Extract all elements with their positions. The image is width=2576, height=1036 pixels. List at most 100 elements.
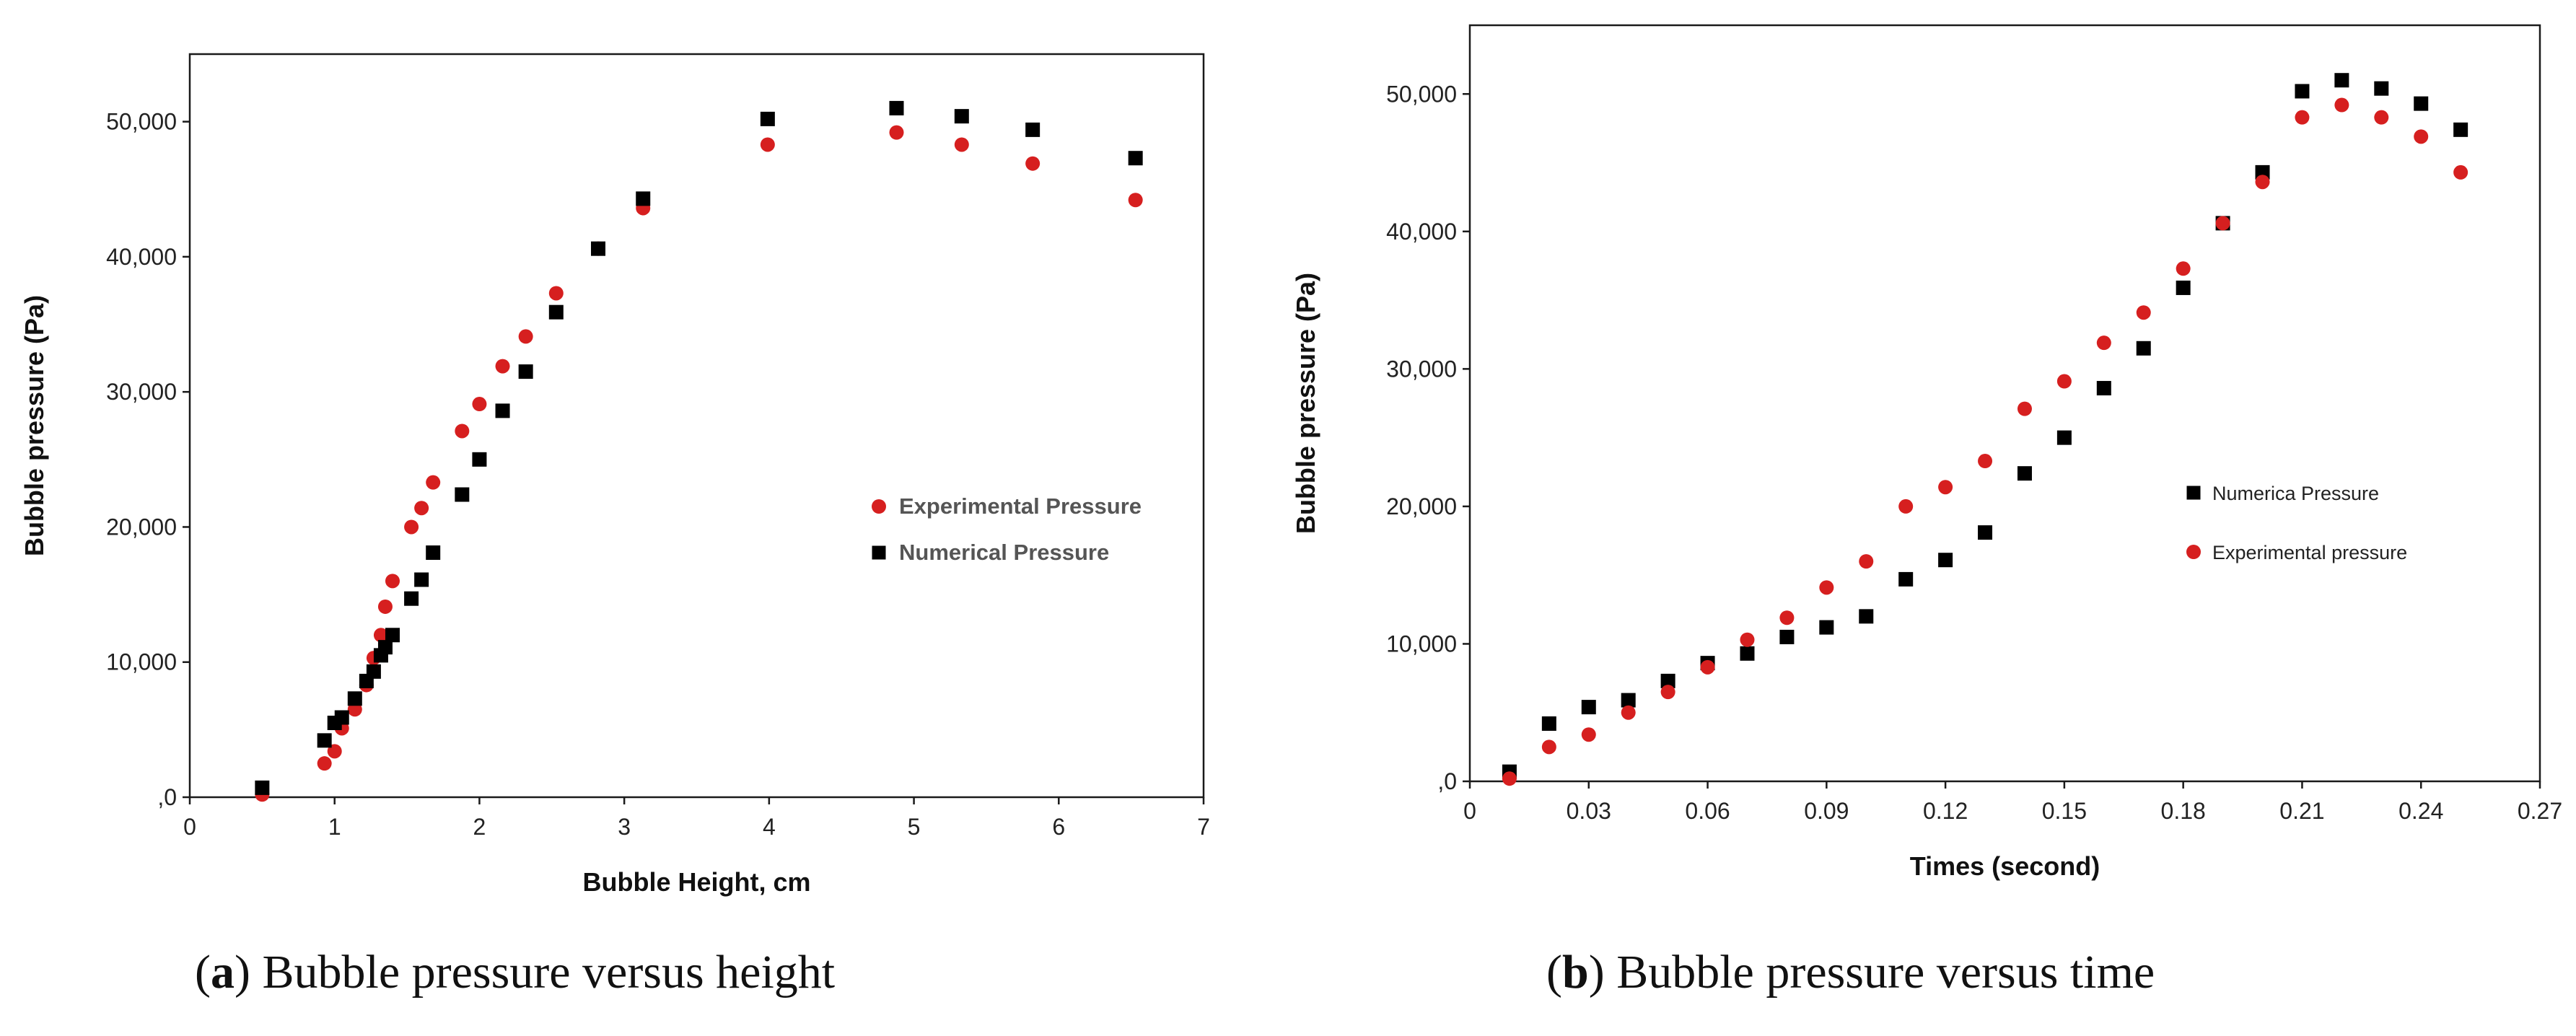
data-point-square bbox=[385, 628, 400, 643]
legend-label: Numerical Pressure bbox=[899, 540, 1109, 565]
data-point-circle bbox=[1541, 739, 1556, 755]
data-point-circle bbox=[760, 137, 775, 152]
legend-entry: Experimental Pressure bbox=[872, 493, 1142, 519]
data-point-circle bbox=[1819, 580, 1834, 595]
data-point-circle bbox=[518, 329, 533, 344]
data-point-circle bbox=[1502, 771, 1517, 786]
data-point-square bbox=[426, 545, 441, 561]
data-point-circle bbox=[317, 756, 332, 771]
data-point-circle bbox=[472, 397, 487, 412]
data-point-circle bbox=[2453, 164, 2468, 180]
x-tick-label: 2 bbox=[473, 814, 486, 840]
data-point-circle bbox=[426, 475, 441, 490]
data-point-square bbox=[2017, 466, 2032, 481]
data-point-square bbox=[889, 100, 904, 115]
x-tick-label: 0.09 bbox=[1804, 798, 1849, 824]
x-tick-label: 0.27 bbox=[2518, 798, 2562, 824]
data-point-circle bbox=[414, 501, 429, 516]
data-point-square bbox=[317, 733, 332, 748]
data-point-circle bbox=[954, 137, 969, 152]
y-tick-label: ,0 bbox=[1437, 768, 1457, 794]
x-tick-label: 7 bbox=[1197, 814, 1210, 840]
y-tick-label: 40,000 bbox=[1386, 219, 1457, 245]
data-point-circle bbox=[1978, 454, 1993, 469]
data-point-square bbox=[472, 452, 487, 467]
y-tick-label: 40,000 bbox=[106, 244, 177, 270]
data-point-circle bbox=[1779, 610, 1795, 625]
x-tick-label: 0.03 bbox=[1567, 798, 1611, 824]
x-tick-label: 0.15 bbox=[2042, 798, 2087, 824]
data-point-circle bbox=[404, 519, 419, 535]
caption-a: (a) Bubble pressure versus height bbox=[195, 946, 836, 998]
data-point-square bbox=[1541, 716, 1556, 731]
data-point-circle bbox=[2056, 374, 2072, 389]
x-tick-label: 0 bbox=[1463, 798, 1476, 824]
data-point-circle bbox=[1859, 554, 1874, 569]
data-point-square bbox=[954, 109, 969, 124]
y-tick-label: 10,000 bbox=[106, 649, 177, 675]
y-tick-label: 30,000 bbox=[106, 379, 177, 405]
data-point-square bbox=[377, 640, 393, 655]
data-point-square bbox=[1581, 700, 1596, 715]
data-point-square bbox=[2096, 381, 2111, 396]
x-tick-label: 0 bbox=[183, 814, 196, 840]
x-tick-label: 0.18 bbox=[2161, 798, 2206, 824]
y-tick-label: 20,000 bbox=[106, 514, 177, 540]
data-point-circle bbox=[2414, 129, 2429, 144]
plot-frame bbox=[1468, 24, 2541, 783]
data-point-circle bbox=[1128, 193, 1143, 208]
data-point-square bbox=[2136, 341, 2151, 356]
data-point-square bbox=[2414, 96, 2429, 111]
data-point-square bbox=[495, 403, 510, 418]
chart-b: ,0 10,000 20,000 30,000 40,000 50,000 0 0.03 0.0… bbox=[1291, 24, 2562, 881]
legend-label: Experimental Pressure bbox=[899, 493, 1142, 519]
data-point-square bbox=[1938, 553, 1953, 568]
data-point-square bbox=[404, 591, 419, 606]
data-point-square bbox=[455, 487, 470, 502]
data-point-square bbox=[347, 691, 362, 706]
caption-b: (b) Bubble pressure versus time bbox=[1546, 946, 2155, 998]
x-tick-label: 6 bbox=[1052, 814, 1065, 840]
y-axis-title: Bubble pressure (Pa) bbox=[19, 295, 49, 556]
x-tick-label: 0.12 bbox=[1923, 798, 1968, 824]
y-tick-label: ,0 bbox=[157, 784, 177, 810]
data-point-square bbox=[2056, 430, 2072, 445]
data-point-square bbox=[414, 572, 429, 587]
data-point-circle bbox=[2334, 97, 2349, 113]
data-point-square bbox=[518, 364, 533, 379]
legend-label: Numerica Pressure bbox=[2212, 483, 2379, 504]
legend-marker-circle bbox=[2186, 545, 2201, 559]
y-tick-label: 50,000 bbox=[106, 109, 177, 135]
data-point-square bbox=[366, 664, 381, 679]
x-tick-label: 5 bbox=[908, 814, 921, 840]
data-point-circle bbox=[1581, 727, 1596, 742]
data-point-square bbox=[548, 304, 564, 320]
data-point-circle bbox=[1660, 685, 1675, 700]
legend-marker-square bbox=[872, 545, 886, 560]
x-axis-title: Bubble Height, cm bbox=[582, 867, 810, 897]
data-point-square bbox=[760, 111, 775, 126]
x-tick-label: 0.24 bbox=[2398, 798, 2443, 824]
data-point-square bbox=[1859, 609, 1874, 624]
data-point-square bbox=[1898, 571, 1914, 587]
x-tick-label: 0.21 bbox=[2279, 798, 2324, 824]
x-axis-title: Times (second) bbox=[1910, 851, 2100, 881]
legend-entry: Numerical Pressure bbox=[872, 540, 1109, 565]
data-point-square bbox=[2176, 280, 2191, 295]
data-point-circle bbox=[373, 628, 388, 643]
data-point-circle bbox=[377, 599, 393, 614]
data-point-square bbox=[1621, 693, 1636, 708]
legend-entry: Experimental pressure bbox=[2186, 542, 2407, 563]
data-point-circle bbox=[1025, 156, 1041, 171]
data-point-circle bbox=[2255, 175, 2270, 190]
data-point-circle bbox=[2136, 305, 2151, 320]
plot-frame bbox=[188, 53, 1205, 799]
data-point-square bbox=[2334, 73, 2349, 88]
data-point-circle bbox=[2374, 110, 2389, 125]
data-point-circle bbox=[495, 359, 510, 374]
data-point-circle bbox=[1898, 499, 1914, 514]
data-point-circle bbox=[2215, 216, 2230, 231]
legend-marker-circle bbox=[872, 499, 886, 514]
legend-label: Experimental pressure bbox=[2212, 542, 2407, 563]
